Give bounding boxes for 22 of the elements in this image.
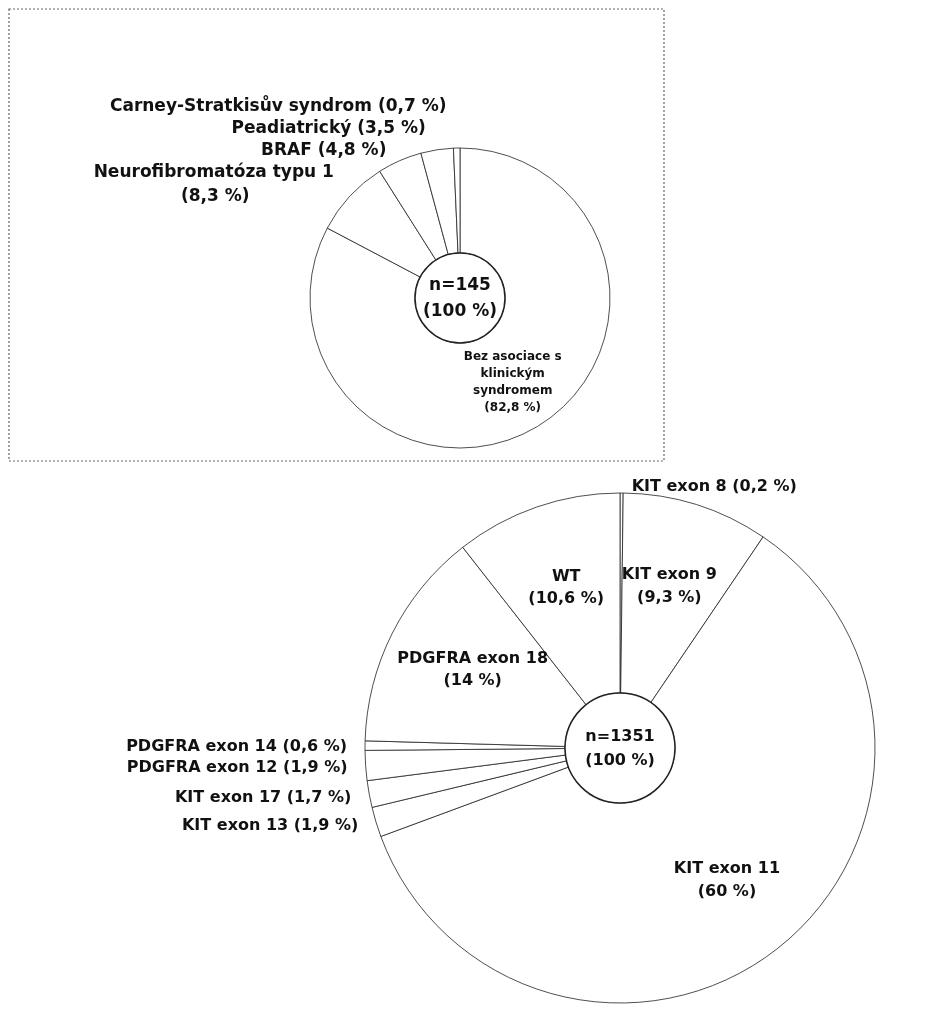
slice-label: Bez asociace s klinickým syndromem xyxy=(463,349,562,397)
slice-label: KIT exon 8 (0,2 %) xyxy=(631,476,797,496)
data-label: (10,6 %) xyxy=(528,588,605,608)
slice-label: Peadiatrický (3,5 %) xyxy=(231,116,426,137)
slice-label: Neurofibromatóza typu 1 xyxy=(93,161,334,182)
text: n=1351 (100 %) xyxy=(585,726,655,769)
slice-label: WT xyxy=(551,565,581,585)
slice-label: KIT exon 9 xyxy=(621,564,717,584)
slice-label: KIT exon 11 xyxy=(673,858,781,878)
data-label: (14 %) xyxy=(443,669,502,689)
slice-label: KIT exon 17 (1,7 %) xyxy=(174,786,352,806)
slice-label: PDGFRA exon 18 xyxy=(397,647,549,667)
data-label: (60 %) xyxy=(697,880,757,900)
data-label: (9,3 %) xyxy=(637,586,702,606)
data-label: (8,3 %) xyxy=(180,184,250,205)
slice-label: KIT exon 13 (1,9 %) xyxy=(181,815,359,835)
text: n=145 (100 %) xyxy=(423,274,497,320)
slice-label: BRAF (4,8 %) xyxy=(261,138,387,159)
slice-label: PDGFRA exon 12 (1,9 %) xyxy=(126,757,348,777)
data-label: (82,8 %) xyxy=(484,399,542,414)
slice-label: Carney-Stratkisův syndrom (0,7 %) xyxy=(109,93,447,115)
slice-label: PDGFRA exon 14 (0,6 %) xyxy=(126,736,348,756)
